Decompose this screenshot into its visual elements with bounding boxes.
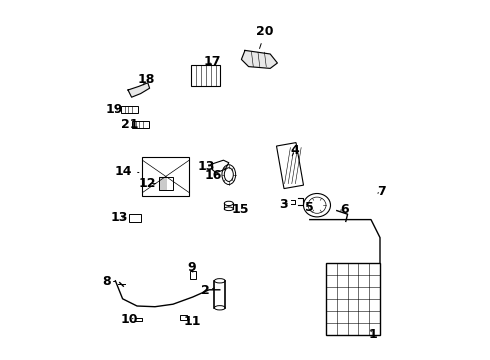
Text: 21: 21 [121, 118, 139, 131]
Text: 10: 10 [121, 313, 139, 326]
Text: 20: 20 [256, 25, 274, 49]
Text: 1: 1 [368, 328, 377, 341]
Text: 7: 7 [377, 185, 386, 198]
Bar [143, 157, 189, 196]
Text: 5: 5 [305, 201, 314, 213]
Bar [129, 214, 141, 222]
Bar [326, 263, 380, 335]
Text: 13: 13 [111, 211, 128, 224]
Bar [121, 106, 139, 113]
Text: 13: 13 [197, 160, 215, 173]
Bar [132, 121, 149, 128]
Text: 9: 9 [187, 261, 196, 274]
Bar [191, 65, 220, 86]
Text: 3: 3 [280, 198, 288, 211]
Text: 11: 11 [183, 315, 201, 328]
Text: 19: 19 [105, 103, 122, 116]
Text: 12: 12 [139, 177, 156, 190]
Text: 16: 16 [205, 169, 222, 182]
Polygon shape [128, 83, 149, 97]
Bar [190, 271, 196, 279]
Text: 14: 14 [115, 165, 139, 177]
Bar [180, 315, 187, 320]
Text: 15: 15 [228, 203, 249, 216]
Text: 2: 2 [201, 284, 215, 297]
Bar [276, 143, 303, 189]
Text: 6: 6 [340, 203, 349, 216]
Text: 4: 4 [290, 144, 299, 157]
Text: 17: 17 [204, 55, 221, 68]
Text: 18: 18 [138, 73, 155, 86]
Polygon shape [242, 50, 277, 68]
Bar [159, 177, 173, 190]
Text: 8: 8 [102, 275, 116, 288]
